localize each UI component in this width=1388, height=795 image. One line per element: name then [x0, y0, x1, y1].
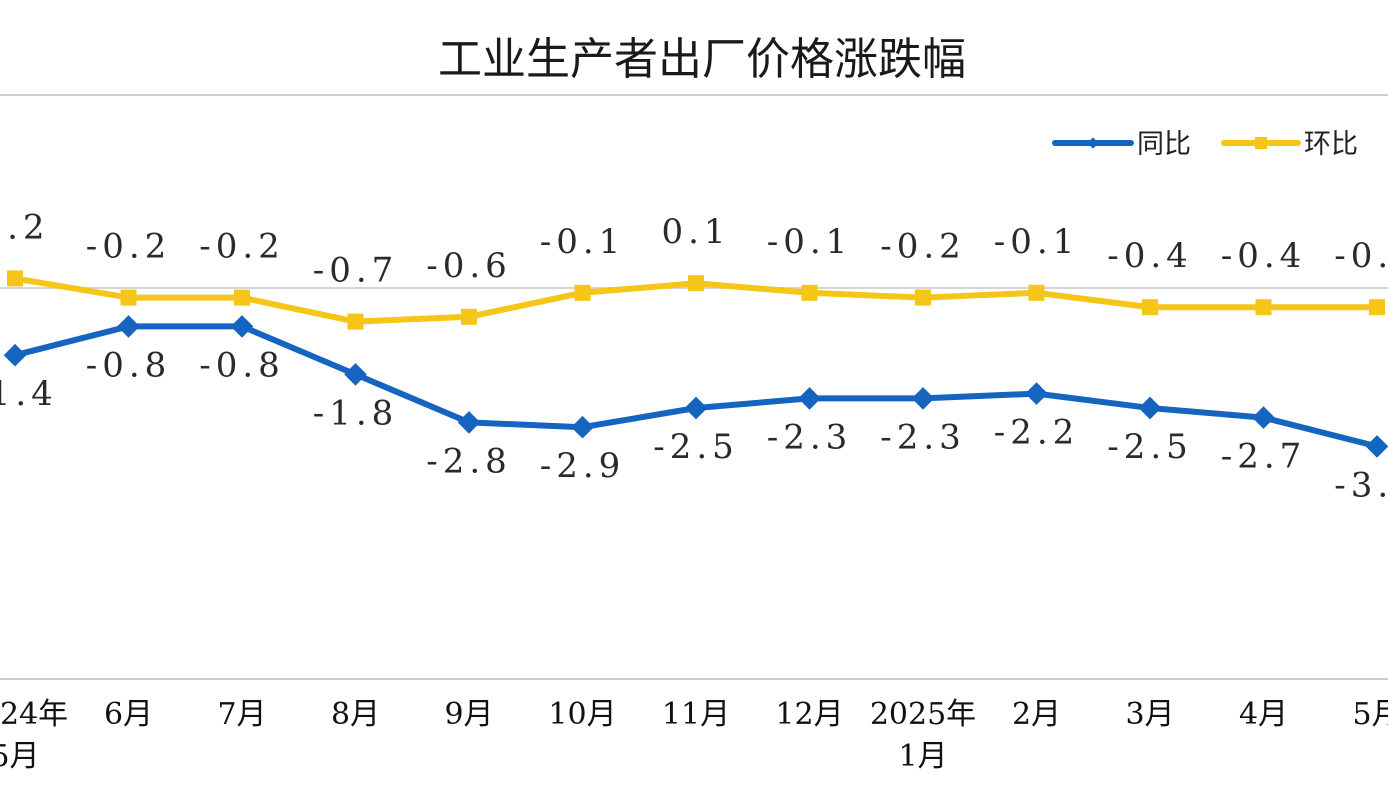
- x-tick-label: 4月: [1239, 697, 1288, 732]
- x-tick-label-line: 9月: [444, 697, 493, 732]
- data-point-yoy: [1252, 406, 1275, 429]
- data-point-mom: [120, 289, 137, 306]
- data-point-yoy: [911, 387, 935, 410]
- x-tick-label-line: 5月: [0, 739, 40, 774]
- x-tick-label: 12月: [775, 697, 843, 732]
- legend-yoy-marker: [1087, 137, 1099, 149]
- legend-mom-marker: [1255, 137, 1267, 149]
- x-tick-label-line: 6月: [104, 697, 153, 732]
- data-point-yoy: [1138, 396, 1162, 420]
- data-label-yoy: -2.5: [653, 427, 739, 467]
- legend-yoy-label: 同比: [1137, 129, 1191, 160]
- x-tick-label-line: 2月: [1012, 697, 1061, 732]
- data-point-mom: [574, 284, 591, 301]
- data-point-mom: [1142, 299, 1158, 316]
- x-tick-label-line: 12月: [775, 697, 843, 732]
- data-label-yoy: -2.2: [994, 413, 1080, 453]
- data-label-yoy: -2.8: [426, 441, 512, 481]
- x-tick-label-line: 2024年: [0, 697, 68, 732]
- x-tick-label: 10月: [548, 697, 616, 732]
- data-point-mom: [1028, 284, 1045, 301]
- data-point-yoy: [1365, 435, 1388, 458]
- x-tick-label: 11月: [662, 697, 730, 732]
- data-label-mom: -0.6: [426, 246, 512, 286]
- data-point-yoy: [798, 387, 821, 410]
- data-label-yoy: -2.7: [1221, 437, 1307, 477]
- data-point-yoy: [1025, 382, 1048, 405]
- x-tick-label-line: 3月: [1125, 697, 1174, 732]
- data-label-mom: 0.2: [0, 207, 50, 247]
- data-label-mom: -0.2: [86, 227, 172, 267]
- x-tick-label: 8月: [331, 697, 380, 732]
- x-tick-label: 2月: [1012, 697, 1061, 732]
- x-tick-label: 3月: [1125, 697, 1174, 732]
- x-tick-label-line: 8月: [331, 697, 380, 732]
- x-tick-label-line: 11月: [662, 697, 730, 732]
- data-point-mom: [688, 275, 704, 292]
- data-point-yoy: [344, 363, 367, 386]
- legend: 同比 环比: [1052, 129, 1358, 160]
- data-label-yoy: -0.8: [86, 345, 172, 385]
- x-tick-label: 7月: [217, 697, 266, 732]
- data-label-mom: -0.1: [994, 222, 1080, 262]
- data-point-yoy: [117, 315, 140, 338]
- data-label-mom: -0.4: [1334, 236, 1388, 276]
- data-label-mom: 0.1: [661, 212, 730, 252]
- data-point-mom: [7, 270, 23, 287]
- legend-item-mom: 环比: [1221, 129, 1358, 160]
- x-tick-label: 2025年 1月: [870, 697, 976, 774]
- legend-mom-label: 环比: [1304, 129, 1358, 160]
- data-point-mom: [915, 289, 931, 306]
- x-tick-label-line: 4月: [1239, 697, 1288, 732]
- data-label-mom: -0.2: [880, 227, 966, 267]
- data-label-mom: -0.2: [199, 227, 285, 267]
- data-label-yoy: -3.3: [1334, 465, 1388, 505]
- data-label-mom: -0.4: [1107, 236, 1193, 276]
- x-tick-label-line: 2025年: [870, 697, 976, 732]
- data-label-mom: -0.7: [313, 251, 399, 291]
- x-tick-label-line: 5月: [1352, 697, 1388, 732]
- data-point-mom: [234, 289, 250, 306]
- data-label-yoy: -2.5: [1107, 427, 1193, 467]
- data-label-mom: -0.1: [767, 222, 853, 262]
- data-point-mom: [461, 308, 477, 325]
- series-layer: [3, 270, 1388, 458]
- data-point-mom: [347, 313, 364, 330]
- data-label-yoy: -1.4: [0, 374, 58, 414]
- data-point-yoy: [457, 411, 481, 434]
- data-point-mom: [1255, 299, 1272, 316]
- data-point-yoy: [230, 315, 254, 338]
- x-tick-label: 9月: [444, 697, 493, 732]
- x-tick-label-line: 1月: [898, 739, 947, 774]
- data-point-yoy: [3, 343, 27, 367]
- x-tick-label-line: 10月: [548, 697, 616, 732]
- data-point-yoy: [571, 415, 594, 439]
- x-tick-label: 6月: [104, 697, 153, 732]
- chart-title: 工业生产者出厂价格涨跌幅: [438, 34, 966, 85]
- data-label-yoy: -0.8: [199, 345, 285, 385]
- x-tick-label-line: 7月: [217, 697, 266, 732]
- legend-item-yoy: 同比: [1052, 129, 1191, 160]
- data-label-yoy: -2.9: [540, 446, 626, 486]
- x-axis-ticks: 2024年 5月 6月 7月 8月 9月 10月 11月 12月 2025年 1月 2月 3月 4月 5月: [0, 697, 1388, 774]
- x-tick-label: 5月: [1352, 697, 1388, 732]
- data-label-yoy: -2.3: [880, 417, 966, 457]
- data-label-yoy: -2.3: [767, 417, 853, 457]
- data-point-mom: [1369, 299, 1385, 316]
- x-tick-label: 2024年 5月: [0, 697, 68, 774]
- data-point-yoy: [684, 396, 708, 420]
- data-label-mom: -0.1: [540, 222, 626, 262]
- data-labels: -1.4 -0.8 -0.8 -1.8 -2.8 -2.9 -2.5 -2.3 -2.3 -2.2…: [0, 207, 1388, 505]
- data-label-mom: -0.4: [1221, 236, 1307, 276]
- data-label-yoy: -1.8: [313, 393, 399, 433]
- data-point-mom: [801, 284, 818, 301]
